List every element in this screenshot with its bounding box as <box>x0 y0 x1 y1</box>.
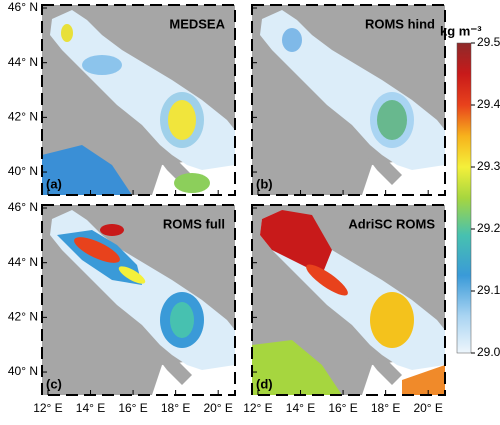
colorbar-tick-label: 29.5 <box>477 35 500 49</box>
colorbar-tick-label: 29.1 <box>477 283 500 297</box>
panel-letter: (a) <box>46 176 62 191</box>
x-tick-label: 14° E <box>286 401 315 415</box>
colorbar-tick-label: 29.0 <box>477 345 500 359</box>
y-tick-label: 42° N <box>8 110 38 124</box>
y-tick-label: 40° N <box>8 364 38 378</box>
x-tick-label: 12° E <box>33 401 62 415</box>
colorbar <box>456 42 472 354</box>
x-tick-label: 18° E <box>371 401 400 415</box>
colorbar-tick-label: 29.2 <box>477 221 500 235</box>
y-tick-label: 42° N <box>8 310 38 324</box>
x-tick-label: 12° E <box>243 401 272 415</box>
map-panel: MEDSEA (a) <box>41 4 236 196</box>
y-tick-label: 44° N <box>8 55 38 69</box>
panel-letter: (c) <box>46 376 62 391</box>
colorbar-label: kg m⁻³ <box>440 23 482 38</box>
y-tick-label: 46° N <box>8 0 38 14</box>
y-tick-label: 40° N <box>8 164 38 178</box>
y-tick-label: 44° N <box>8 255 38 269</box>
panel-title: ROMS hind <box>365 16 435 31</box>
panel-letter: (d) <box>256 376 273 391</box>
panel-title: MEDSEA <box>169 16 225 31</box>
panel-letter: (b) <box>256 176 273 191</box>
colorbar-tick-label: 29.3 <box>477 159 500 173</box>
x-tick-label: 16° E <box>328 401 357 415</box>
y-tick-label: 46° N <box>8 200 38 214</box>
x-tick-label: 16° E <box>118 401 147 415</box>
panel-title: ROMS full <box>163 216 225 231</box>
colorbar-tick-label: 29.4 <box>477 97 500 111</box>
map-panel: ROMS full (c) <box>41 204 236 396</box>
panel-title: AdriSC ROMS <box>348 216 435 231</box>
map-panel: AdriSC ROMS (d) <box>251 204 446 396</box>
x-tick-label: 18° E <box>161 401 190 415</box>
x-tick-label: 14° E <box>76 401 105 415</box>
x-tick-label: 20° E <box>203 401 232 415</box>
x-tick-label: 20° E <box>413 401 442 415</box>
map-panel: ROMS hind (b) <box>251 4 446 196</box>
